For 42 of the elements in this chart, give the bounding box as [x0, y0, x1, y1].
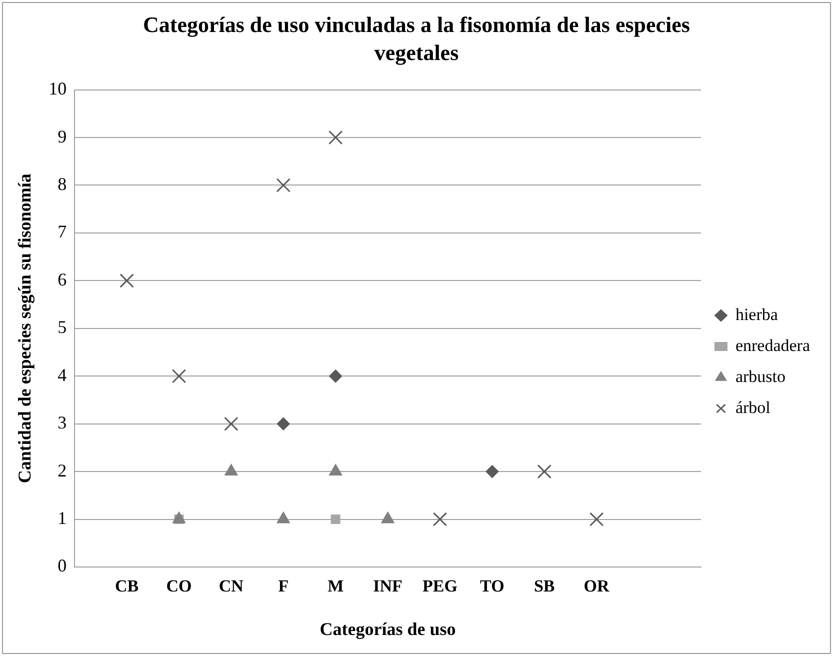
- x-tick-label: CB: [114, 576, 139, 596]
- y-tick-label: 10: [48, 78, 67, 99]
- y-tick-label: 7: [58, 222, 67, 242]
- point: [329, 464, 342, 476]
- chart-title: Categorías de uso vinculadas a la fisonomía de las especies vegetales: [142, 11, 691, 67]
- x-tick-label: SB: [534, 576, 555, 596]
- legend-label: árbol: [735, 398, 771, 417]
- x-tick-label: M: [328, 576, 344, 596]
- point: [537, 464, 552, 479]
- y-tick-label: 1: [58, 508, 67, 528]
- legend-label: arbusto: [735, 366, 786, 386]
- x-tick-label: CN: [218, 576, 244, 596]
- y-tick-label: 3: [58, 412, 67, 433]
- y-tick-label: 8: [58, 174, 67, 194]
- point: [329, 370, 342, 383]
- legend-label: enredadera: [735, 336, 810, 355]
- point: [172, 369, 186, 384]
- point: [328, 130, 343, 145]
- x-tick-label: TO: [480, 576, 504, 596]
- y-tick-label: 5: [58, 317, 67, 338]
- point: [486, 465, 499, 478]
- x-tick-label: INF: [373, 576, 402, 596]
- point: [276, 178, 290, 192]
- point: [224, 464, 238, 476]
- y-tick-label: 0: [58, 556, 67, 576]
- y-axis-title: Cantidad de especies según su fisonomía: [14, 174, 34, 484]
- x-tick-label: PEG: [422, 576, 458, 596]
- y-tick-label: 6: [58, 269, 67, 290]
- x-tick-label: OR: [584, 576, 610, 596]
- point: [276, 417, 290, 430]
- legend-label: hierba: [735, 304, 778, 324]
- point: [432, 512, 448, 526]
- x-axis-title: Categorías de uso: [320, 618, 456, 639]
- point: [120, 274, 134, 288]
- x-tick-label: CO: [166, 576, 192, 596]
- x-tick-label: F: [278, 576, 289, 596]
- point: [330, 514, 340, 524]
- y-tick-label: 9: [58, 126, 67, 146]
- y-tick-label: 2: [58, 460, 67, 480]
- point: [224, 416, 238, 431]
- y-tick-label: 4: [58, 364, 67, 385]
- point: [589, 512, 604, 526]
